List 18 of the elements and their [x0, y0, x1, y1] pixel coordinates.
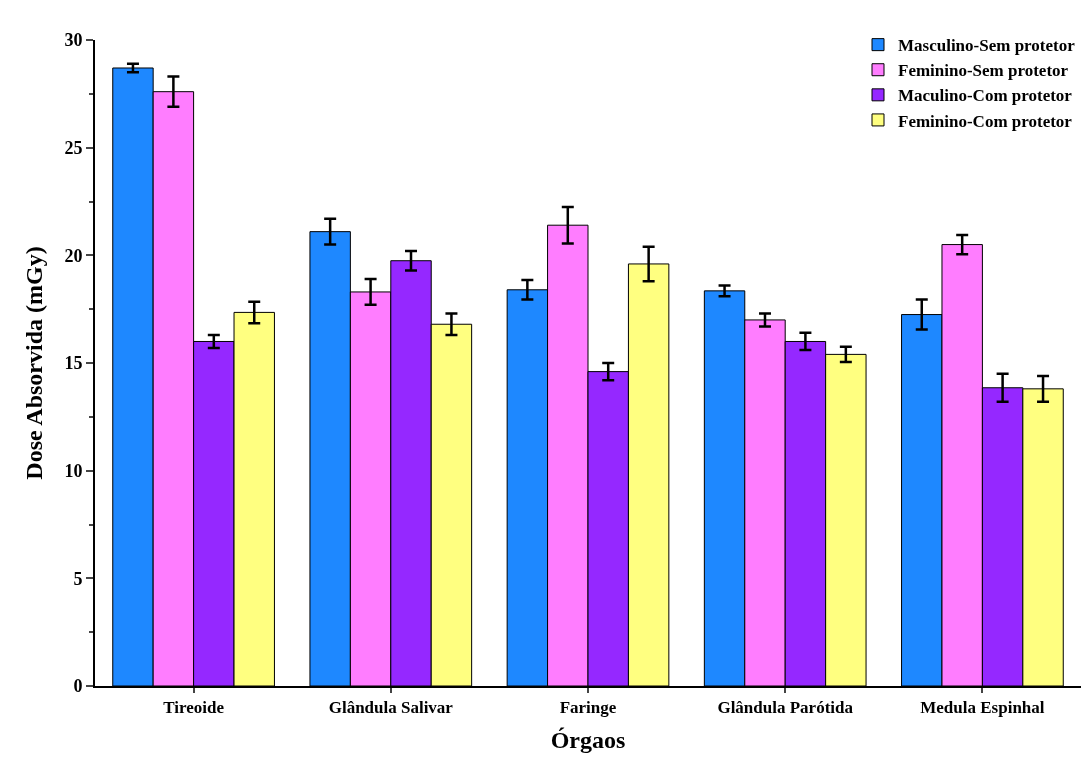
legend-label: Masculino-Sem protetor	[898, 36, 1076, 56]
y-tick-label: 10	[64, 460, 83, 481]
y-tick-label: 0	[73, 676, 83, 697]
legend-label: Maculino-Com protetor	[898, 86, 1073, 106]
x-tick-label: Glândula Parótida	[717, 698, 854, 718]
x-tick-label: Glândula Salivar	[328, 698, 454, 718]
y-tick-label: 20	[64, 245, 83, 266]
y-tick-label: 15	[64, 353, 83, 374]
x-tick-label: Tireoide	[163, 698, 225, 718]
y-tick-label: 30	[64, 30, 83, 51]
y-tick-label: 25	[64, 137, 83, 158]
x-tick-label: Medula Espinhal	[920, 698, 1045, 718]
y-tick-label: 5	[73, 568, 83, 589]
y-axis-title: Dose Absorvida (mGy)	[21, 246, 47, 480]
x-axis-title: Órgaos	[550, 727, 626, 754]
x-tick-label: Faringe	[559, 698, 617, 718]
legend-label: Feminino-Com protetor	[898, 111, 1073, 131]
legend-label: Feminino-Sem protetor	[898, 61, 1069, 81]
